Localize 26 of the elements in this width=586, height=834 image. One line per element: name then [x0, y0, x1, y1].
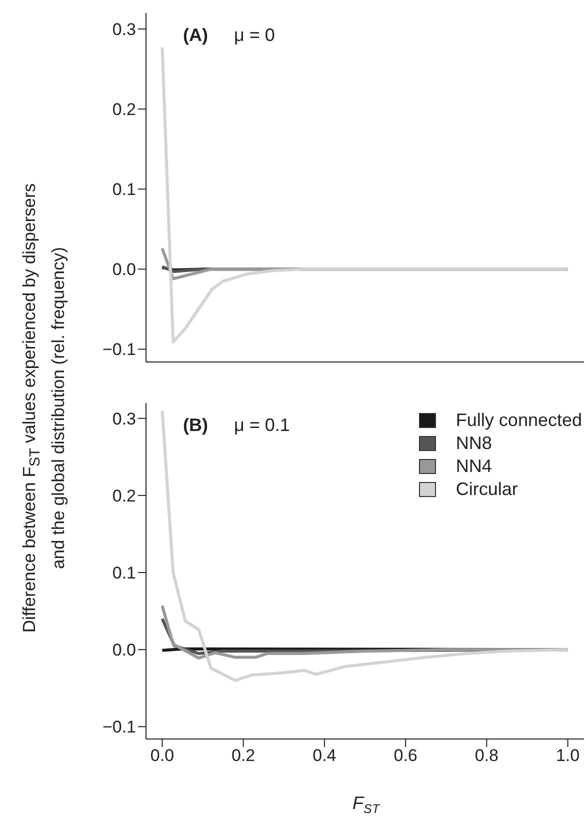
y-tick-label: 0.3 [112, 20, 136, 40]
annotation: (A) [183, 25, 208, 45]
legend-label: Fully connected [456, 409, 582, 432]
x-tick-label: 0.0 [150, 746, 174, 766]
y-tick-label: 0.0 [112, 260, 136, 280]
y-tick-label: 0.3 [112, 409, 136, 428]
y-tick-label: 0.1 [112, 564, 136, 583]
legend-label: Circular [456, 478, 518, 501]
legend-label: NN4 [456, 455, 492, 478]
x-axis-title: F$_{ST}$ [352, 793, 381, 816]
x-tick-label: 0.2 [232, 746, 256, 766]
x-tick-label: 0.8 [474, 746, 498, 766]
x-tick-label: 0.4 [312, 746, 336, 766]
y-tick-label: 0.2 [112, 100, 136, 120]
annotation: μ = 0 [234, 25, 275, 45]
y-tick-label: −0.1 [102, 340, 136, 360]
y-tick-label: −0.1 [102, 718, 136, 737]
annotation: (B) [183, 415, 208, 435]
legend-label: NN8 [456, 432, 492, 455]
y-tick-label: 0.2 [112, 486, 136, 506]
annotation: μ = 0.1 [234, 415, 290, 435]
y-tick-label: 0.0 [112, 640, 136, 660]
line-series [160, 46, 570, 344]
x-tick-label: 1.0 [556, 746, 580, 766]
x-tick-label: 0.6 [394, 746, 418, 766]
y-tick-label: 0.1 [112, 180, 136, 200]
